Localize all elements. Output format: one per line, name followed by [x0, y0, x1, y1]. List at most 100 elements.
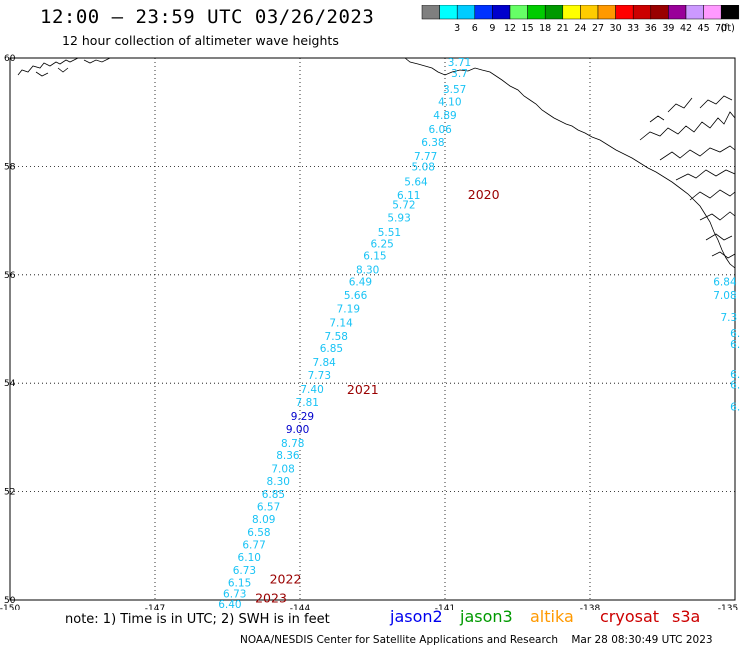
wave-height-label: 7.77: [414, 151, 437, 163]
altimeter-map: -150 -147 -144 -141 -138 -135 50 52 54 56 58 60 3.71…: [0, 54, 740, 610]
latitude-label: 58: [4, 162, 16, 172]
latitude-label: 52: [4, 488, 15, 498]
wave-height-label: 8.30: [267, 476, 290, 488]
wave-height-label: 6.58: [247, 527, 270, 539]
wave-height-label: 7.58: [325, 331, 348, 343]
wave-height-label: 6.11: [397, 190, 420, 202]
wave-height-label: 4.10: [438, 97, 461, 109]
map-subtitle: 12 hour collection of altimeter wave hei…: [62, 33, 339, 48]
footnote: note: 1) Time is in UTC; 2) SWH is in fe…: [65, 612, 330, 627]
wave-height-label: 3.57: [443, 84, 466, 96]
legend-tick-label: 30: [610, 23, 622, 34]
time-marker-label: 2022: [270, 572, 302, 587]
longitude-label: -150: [0, 604, 20, 610]
altimeter-track: 3.713.7 3.574.104.89 6.066.38 7.775.08 5.64 6…: [218, 57, 740, 610]
latitude-label: 60: [4, 54, 16, 64]
mission-label-s3a: s3a: [672, 607, 701, 626]
wave-height-label: 7.08: [271, 464, 294, 476]
wave-height-label: 7.81: [296, 397, 319, 409]
wave-height-label: 6.73: [223, 588, 246, 600]
wave-height-label: 5.93: [387, 213, 410, 225]
wave-height-label: 7.84: [312, 357, 336, 369]
wave-height-label: 3.71: [448, 57, 471, 69]
longitude-label: -144: [290, 604, 311, 610]
wave-height-label: 6.49: [349, 277, 372, 289]
wave-height-label: 7.73: [308, 370, 331, 382]
wave-height-label: 6.06: [428, 124, 452, 136]
wave-height-label: 6.77: [242, 540, 265, 552]
coastline-northwest: [17, 57, 111, 77]
legend-tick-label: 27: [592, 23, 604, 34]
wave-height-label-edge: 6.: [730, 339, 740, 351]
mission-label-jason2: jason2: [390, 607, 443, 626]
legend-tick-label: 18: [539, 23, 551, 34]
mission-label-jason3: jason3: [460, 607, 513, 626]
wave-height-label: 5.51: [378, 227, 401, 239]
longitude-label: -147: [145, 604, 165, 610]
longitude-label: -138: [580, 604, 601, 610]
wave-height-label: 3.7: [451, 68, 468, 80]
wave-height-label: 7.14: [329, 317, 353, 329]
wave-height-label: 6.85: [320, 343, 343, 355]
legend-tick-label: 6: [472, 23, 478, 34]
wave-height-label: 6.10: [238, 552, 261, 564]
wave-height-label: 6.38: [421, 137, 444, 149]
legend-tick-label: 33: [627, 23, 639, 34]
legend-swatch: [720, 5, 740, 20]
legend-tick-label: 12: [504, 23, 516, 34]
legend-tick-label: 15: [522, 23, 534, 34]
legend-tick-label: 36: [645, 23, 657, 34]
wave-height-color-legend: 3 6 9 12 15 18 21 24 27 30 33 36 39 42 45 70(ft): [421, 5, 740, 34]
wave-height-label: 8.78: [281, 438, 304, 450]
wave-height-label: 6.57: [257, 502, 280, 514]
wave-height-label: 6.25: [370, 239, 393, 251]
longitude-label: -135: [718, 604, 738, 610]
longitude-label: -141: [435, 604, 455, 610]
coastline: [17, 57, 736, 269]
mission-label-cryosat: cryosat: [600, 607, 660, 626]
wave-height-label: 5.66: [344, 290, 368, 302]
map-title: 12:00 – 23:59 UTC 03/26/2023: [40, 6, 375, 28]
legend-tick-label: 3: [454, 23, 460, 34]
wave-height-label: 6.15: [363, 251, 386, 263]
latitude-label: 54: [4, 379, 16, 389]
time-marker-label: 2023: [255, 591, 287, 606]
coastline-panhandle-islands: [639, 95, 736, 259]
map-frame: [9, 57, 736, 601]
legend-tick-label: 45: [698, 23, 710, 34]
wave-height-label: 6.73: [233, 565, 256, 577]
latitude-label: 56: [4, 271, 16, 281]
latitude-label: 50: [4, 596, 16, 606]
wave-height-label: 9.00: [286, 424, 309, 436]
wave-height-label: 5.08: [412, 162, 435, 174]
graticule: [10, 58, 735, 600]
wave-height-label-edge: 7.3: [721, 312, 738, 324]
wave-height-label: 7.40: [300, 384, 323, 396]
wave-height-label-edge: 6.: [730, 380, 740, 392]
credit-line: NOAA/NESDIS Center for Satellite Applica…: [240, 634, 713, 646]
wave-height-label: 8.09: [252, 514, 275, 526]
wave-height-label: 6.40: [218, 599, 241, 610]
legend-tick-label: 42: [680, 23, 692, 34]
wave-height-label-edge: 6.: [730, 401, 740, 413]
legend-tick-label: 9: [489, 23, 495, 34]
legend-tick-label: 39: [662, 23, 674, 34]
legend-tick-label: 24: [574, 23, 586, 34]
wave-height-label: 8.30: [356, 265, 379, 277]
wave-height-label: 4.89: [433, 110, 456, 122]
mission-label-altika: altika: [530, 607, 574, 626]
legend-unit: (ft): [720, 23, 734, 34]
wave-height-label: 7.19: [337, 304, 360, 316]
time-marker-label: 2020: [468, 187, 500, 202]
wave-height-label: 6.85: [262, 489, 285, 501]
wave-height-label: 9.29: [291, 411, 314, 423]
wave-height-label-edge: 7.08: [713, 290, 736, 302]
wave-height-label: 8.36: [276, 450, 300, 462]
wave-height-label: 5.64: [404, 176, 428, 188]
legend-tick-label: 70: [715, 23, 727, 34]
legend-tick-label: 21: [557, 23, 569, 34]
time-marker-label: 2021: [347, 382, 379, 397]
wave-height-label: 5.72: [392, 200, 415, 212]
wave-height-label-edge: 6.: [730, 369, 740, 381]
wave-height-label-edge: 6.: [730, 328, 740, 340]
